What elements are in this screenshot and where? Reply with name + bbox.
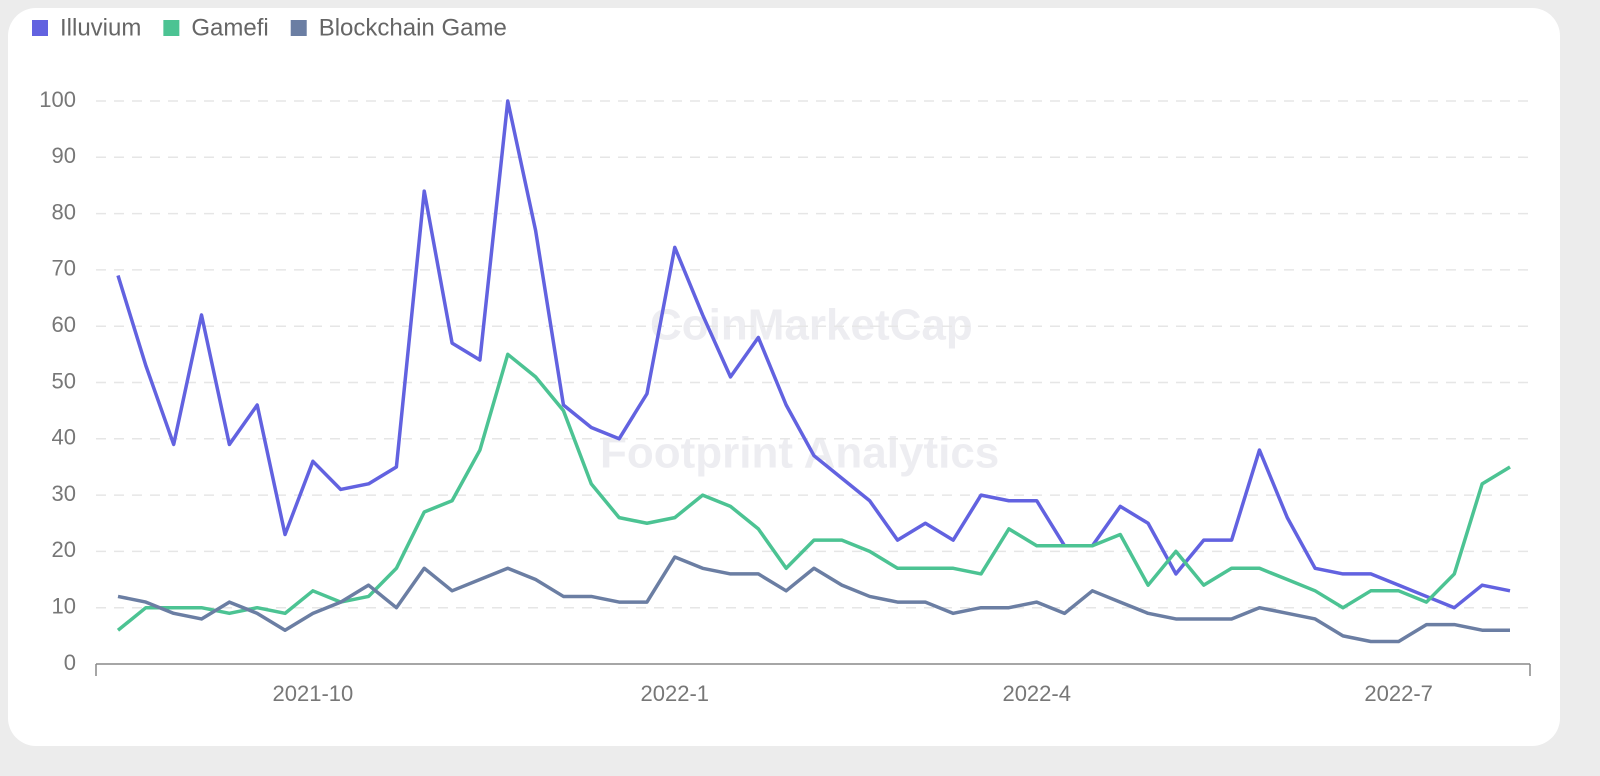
legend-swatch [290,20,307,36]
watermark: Footprint Analytics [600,429,999,478]
x-tick-label: 2022-7 [1364,681,1433,706]
legend-label: Gamefi [191,14,268,41]
x-tick-label: 2021-10 [273,681,354,706]
x-tick-label: 2022-1 [641,681,710,706]
y-tick-label: 60 [52,312,76,337]
y-tick-label: 20 [52,537,76,562]
y-tick-label: 30 [52,481,76,506]
watermark: CoinMarketCap [650,301,973,350]
y-tick-label: 70 [52,256,76,281]
legend-swatch [32,20,48,36]
y-tick-label: 100 [39,87,76,112]
series-line [116,99,1511,610]
series-line [117,555,1510,644]
legend-swatch [163,20,180,36]
y-tick-label: 0 [64,650,76,675]
y-tick-label: 40 [52,425,76,450]
y-tick-label: 90 [52,143,76,168]
legend-label: Illuvium [60,14,141,41]
legend-label: Blockchain Game [319,14,507,41]
x-tick-label: 2022-4 [1002,681,1071,706]
card [8,8,1560,746]
y-tick-label: 50 [52,368,76,393]
y-tick-label: 80 [52,199,76,224]
series-line [116,352,1511,632]
y-tick-label: 10 [52,594,76,619]
